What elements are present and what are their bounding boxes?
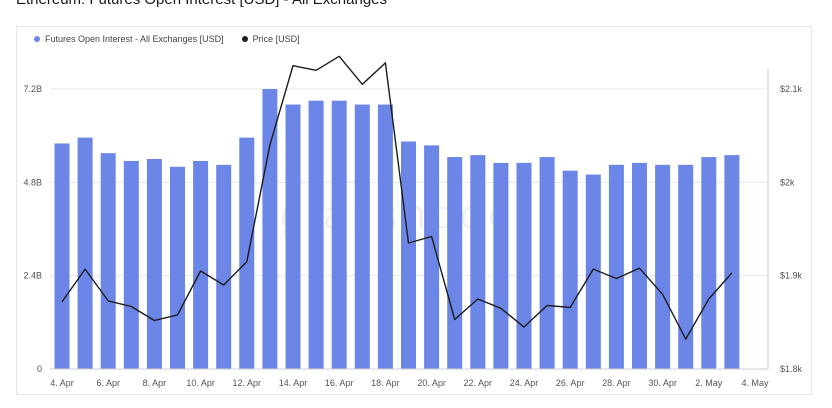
price-series-line xyxy=(61,55,733,340)
x-tick-label: 10. Apr xyxy=(186,378,215,388)
bar xyxy=(470,155,486,369)
x-tick-label: 20. Apr xyxy=(417,378,446,388)
x-tick-label: 28. Apr xyxy=(602,378,631,388)
legend-swatch-price xyxy=(241,36,248,42)
legend-swatch-open-interest xyxy=(34,36,40,42)
bar xyxy=(193,160,209,369)
x-tick-label: 30. Apr xyxy=(648,378,677,388)
y-right-tick-label: $1.9k xyxy=(780,271,803,281)
bar xyxy=(678,164,694,369)
bar xyxy=(608,164,624,369)
bar xyxy=(562,170,578,369)
x-tick-label: 14. Apr xyxy=(279,378,308,388)
x-tick-label: 6. Apr xyxy=(96,378,120,388)
axis-layer: 0 2.4B 4.8B 7.2B $1.8k $1.9k $2k $2.1k 4. Apr 6. … xyxy=(23,69,803,388)
x-tick-label: 24. Apr xyxy=(510,378,539,388)
bar xyxy=(516,162,532,369)
line-layer xyxy=(61,55,733,340)
bar xyxy=(77,137,93,369)
bar xyxy=(493,162,509,369)
bar xyxy=(424,145,440,369)
bar xyxy=(331,100,347,370)
bar xyxy=(216,164,232,369)
x-tick-label: 22. Apr xyxy=(464,378,493,388)
x-tick-label: 4. May xyxy=(741,378,769,388)
bar xyxy=(262,89,278,369)
y-left-tick-label: 4.8B xyxy=(23,177,42,187)
legend-label-price: Price [USD] xyxy=(252,34,300,44)
bar xyxy=(585,174,601,369)
x-tick-label: 8. Apr xyxy=(143,378,167,388)
bar xyxy=(377,104,393,370)
bar xyxy=(632,162,647,369)
legend-label-open-interest: Futures Open Interest - All Exchanges [U… xyxy=(45,34,224,44)
bar xyxy=(724,155,740,369)
chart-title: Ethereum: Futures Open Interest [USD] - … xyxy=(16,0,387,8)
bar xyxy=(401,141,416,369)
bar xyxy=(447,157,463,369)
bar xyxy=(308,100,324,370)
bar xyxy=(701,157,717,369)
bar xyxy=(239,137,255,369)
y-left-tick-label: 2.4B xyxy=(23,271,42,281)
bar xyxy=(539,157,555,369)
y-left-tick-label: 7.2B xyxy=(23,84,42,94)
x-tick-label: 2. May xyxy=(695,378,723,388)
bar xyxy=(123,160,139,369)
legend: Futures Open Interest - All Exchanges [U… xyxy=(34,32,300,46)
legend-item-open-interest[interactable]: Futures Open Interest - All Exchanges [U… xyxy=(34,34,224,44)
y-left-tick-label: 0 xyxy=(37,364,42,374)
x-tick-label: 18. Apr xyxy=(371,378,400,388)
x-tick-label: 12. Apr xyxy=(233,378,262,388)
bar xyxy=(54,143,70,369)
bar xyxy=(170,166,185,369)
x-tick-label: 4. Apr xyxy=(50,378,74,388)
bar xyxy=(285,104,301,370)
x-tick-label: 26. Apr xyxy=(556,378,585,388)
bar xyxy=(655,164,671,369)
bar xyxy=(354,104,370,370)
y-right-tick-label: $2k xyxy=(780,177,795,187)
x-tick-label: 16. Apr xyxy=(325,378,354,388)
y-right-tick-label: $1.8k xyxy=(780,364,803,374)
legend-item-price[interactable]: Price [USD] xyxy=(241,34,300,44)
bar xyxy=(146,159,162,369)
y-right-tick-label: $2.1k xyxy=(780,84,803,94)
bars-layer xyxy=(54,89,740,370)
bar xyxy=(100,153,116,369)
